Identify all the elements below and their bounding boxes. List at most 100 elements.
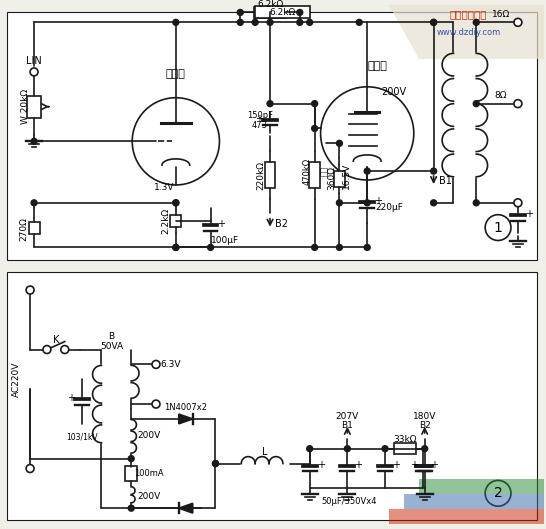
Text: 100μF: 100μF — [211, 236, 240, 245]
Circle shape — [307, 20, 313, 25]
Text: 1.3V: 1.3V — [153, 184, 174, 193]
Circle shape — [364, 244, 370, 250]
Polygon shape — [404, 494, 544, 509]
Text: +: + — [525, 209, 533, 218]
Circle shape — [26, 286, 34, 294]
Text: 16.5V: 16.5V — [342, 163, 351, 189]
Circle shape — [30, 68, 38, 76]
Text: 油浸: 油浸 — [320, 166, 329, 176]
Text: 6.2kΩ: 6.2kΩ — [257, 0, 283, 9]
Text: B2: B2 — [275, 218, 288, 229]
Circle shape — [212, 461, 218, 467]
FancyBboxPatch shape — [7, 13, 537, 260]
Circle shape — [431, 20, 437, 25]
Circle shape — [307, 446, 313, 452]
Circle shape — [297, 20, 302, 25]
Text: 33kΩ: 33kΩ — [393, 435, 417, 444]
Text: +: + — [217, 218, 225, 229]
Circle shape — [422, 446, 428, 452]
Circle shape — [312, 101, 318, 107]
Polygon shape — [419, 479, 544, 494]
Circle shape — [514, 199, 522, 207]
Text: 470kΩ: 470kΩ — [302, 158, 311, 185]
Text: K: K — [52, 335, 59, 344]
Text: 200V: 200V — [138, 492, 161, 501]
Text: AC220V: AC220V — [11, 362, 21, 397]
Circle shape — [132, 98, 219, 185]
Circle shape — [44, 346, 50, 352]
Circle shape — [31, 139, 37, 144]
Circle shape — [207, 244, 213, 250]
FancyBboxPatch shape — [125, 466, 137, 481]
Circle shape — [267, 20, 273, 25]
Text: 2.2kΩ: 2.2kΩ — [162, 207, 170, 234]
Circle shape — [212, 461, 218, 467]
Text: 50μF/350Vx4: 50μF/350Vx4 — [322, 497, 377, 506]
Text: 360Ω: 360Ω — [327, 166, 336, 190]
Circle shape — [128, 455, 134, 462]
Polygon shape — [389, 509, 544, 524]
Circle shape — [312, 125, 318, 131]
Circle shape — [297, 10, 302, 15]
Text: 6.2kΩ: 6.2kΩ — [270, 8, 296, 17]
Polygon shape — [179, 503, 193, 513]
FancyBboxPatch shape — [28, 222, 39, 234]
Text: 180V: 180V — [413, 413, 436, 422]
Circle shape — [336, 244, 342, 250]
Text: 200V: 200V — [382, 87, 407, 97]
Text: +: + — [374, 196, 382, 206]
Text: B1: B1 — [439, 176, 452, 186]
FancyBboxPatch shape — [255, 6, 310, 19]
Circle shape — [43, 345, 51, 353]
Text: 8Ω: 8Ω — [495, 91, 507, 100]
Circle shape — [336, 200, 342, 206]
Text: L: L — [262, 446, 268, 457]
Text: LIN: LIN — [26, 56, 42, 66]
Text: 270Ω: 270Ω — [20, 217, 28, 241]
FancyBboxPatch shape — [27, 96, 41, 117]
Circle shape — [173, 244, 179, 250]
Text: 473: 473 — [252, 121, 268, 130]
Text: 16Ω: 16Ω — [492, 10, 510, 19]
Circle shape — [473, 20, 479, 25]
FancyBboxPatch shape — [394, 443, 416, 454]
Text: +: + — [392, 460, 400, 470]
Text: 五极管: 五极管 — [367, 61, 387, 71]
FancyBboxPatch shape — [254, 7, 287, 18]
Circle shape — [473, 200, 479, 206]
Circle shape — [485, 215, 511, 241]
Circle shape — [173, 200, 179, 206]
Text: W 20kΩ: W 20kΩ — [21, 89, 29, 124]
Text: +: + — [317, 460, 324, 470]
Text: 6.3V: 6.3V — [161, 360, 181, 369]
Circle shape — [238, 20, 244, 25]
FancyBboxPatch shape — [309, 162, 320, 188]
Circle shape — [514, 99, 522, 107]
Circle shape — [152, 360, 160, 368]
Text: B2: B2 — [419, 422, 431, 431]
Circle shape — [431, 20, 437, 25]
Text: +: + — [67, 393, 75, 403]
Circle shape — [473, 101, 479, 107]
Text: 1N4007x2: 1N4007x2 — [164, 403, 207, 412]
Circle shape — [267, 101, 273, 107]
Circle shape — [128, 505, 134, 511]
Circle shape — [252, 20, 258, 25]
Circle shape — [26, 464, 34, 472]
Circle shape — [364, 168, 370, 174]
FancyBboxPatch shape — [265, 162, 276, 188]
Circle shape — [357, 20, 362, 25]
Text: 100mA: 100mA — [134, 469, 164, 478]
FancyBboxPatch shape — [7, 272, 537, 520]
Text: +: + — [255, 114, 263, 124]
Text: 103/1kV: 103/1kV — [66, 432, 97, 441]
Circle shape — [238, 10, 244, 15]
Polygon shape — [389, 5, 544, 59]
Circle shape — [152, 400, 160, 408]
Circle shape — [61, 345, 69, 353]
FancyBboxPatch shape — [334, 171, 345, 187]
Text: 电子制作天地: 电子制作天地 — [449, 10, 487, 20]
Polygon shape — [179, 414, 193, 424]
Circle shape — [173, 244, 179, 250]
Circle shape — [431, 200, 437, 206]
